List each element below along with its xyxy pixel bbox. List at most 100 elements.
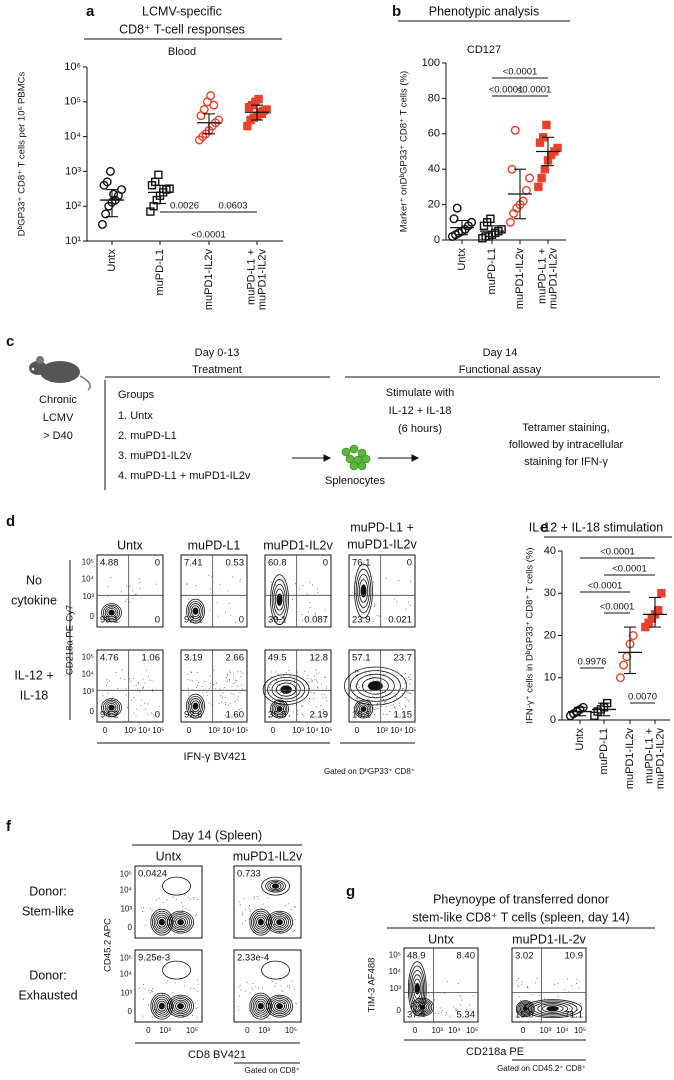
row-header: IL-12 + (14, 668, 53, 682)
event-dot (216, 602, 218, 604)
contour (192, 702, 199, 710)
column-header: Untx (156, 849, 182, 863)
event-dot (356, 698, 358, 700)
event-dot (240, 671, 242, 673)
event-dot (311, 584, 313, 586)
event-dot (209, 682, 211, 684)
event-dot (303, 715, 305, 717)
event-dot (279, 691, 281, 693)
event-dot (383, 686, 385, 688)
event-dot (378, 615, 380, 617)
event-dot (206, 692, 208, 694)
event-dot (172, 896, 174, 898)
event-dot (405, 677, 407, 679)
event-dot (393, 706, 395, 708)
event-dot (386, 714, 388, 716)
contour (189, 698, 202, 715)
event-dot (243, 898, 245, 900)
plot-frame (233, 949, 302, 1023)
event-dot (526, 985, 528, 987)
event-dot (294, 929, 296, 931)
event-dot (409, 692, 411, 694)
data-point (452, 203, 462, 213)
flow-plot (270, 574, 326, 626)
event-dot (518, 996, 520, 998)
event-dot (268, 691, 270, 693)
event-dot (358, 671, 360, 673)
event-dot (355, 672, 357, 674)
y-tick-label: 10⁵ (120, 954, 132, 963)
quadrant-value: 2.66 (226, 653, 245, 664)
event-dot (314, 612, 316, 614)
event-dot (291, 999, 293, 1001)
event-dot (369, 606, 371, 608)
event-dot (443, 992, 445, 994)
event-dot (396, 674, 398, 676)
event-dot (245, 909, 247, 911)
event-dot (132, 590, 134, 592)
contour (187, 695, 204, 717)
event-dot (373, 679, 375, 681)
event-dot (405, 608, 407, 610)
event-dot (166, 979, 168, 981)
event-dot (244, 920, 246, 922)
event-dot (144, 988, 146, 990)
event-dot (208, 574, 210, 576)
gate-value: 2.33e-4 (237, 953, 269, 964)
event-dot (149, 679, 151, 681)
event-dot (229, 703, 231, 705)
event-dot (318, 672, 320, 674)
chart-title: Phenotypic analysis (429, 4, 539, 18)
event-dot (468, 1004, 470, 1006)
x-tick-label: 10⁵ (285, 1026, 297, 1035)
event-dot (309, 602, 311, 604)
event-dot (234, 681, 236, 683)
event-dot (133, 677, 135, 679)
event-dot (202, 685, 204, 687)
panel-title: Pheynoype of transferred donor (433, 892, 609, 906)
event-dot (545, 1009, 547, 1011)
event-dot (232, 683, 234, 685)
event-dot (516, 980, 518, 982)
y-tick-label: 0 (550, 714, 556, 726)
p-value: <0.0001 (489, 85, 524, 96)
event-dot (375, 707, 377, 709)
x-tick-label: 10⁵ (152, 726, 164, 735)
event-dot (294, 988, 296, 990)
contour (414, 1000, 431, 1014)
event-dot (434, 1013, 436, 1015)
contour (349, 670, 401, 702)
event-dot (261, 907, 263, 909)
y-axis-label: CD218a PE-Cy7 (65, 605, 76, 675)
contour (357, 574, 370, 609)
event-dot (577, 1009, 579, 1011)
event-dot (405, 705, 407, 707)
event-dot (196, 979, 198, 981)
event-dot (140, 705, 142, 707)
event-dot (267, 897, 269, 899)
event-dot (117, 688, 119, 690)
y-tick-label: 0 (128, 923, 133, 932)
event-dot (518, 986, 520, 988)
event-dot (224, 715, 226, 717)
event-dot (205, 717, 207, 719)
event-dot (281, 990, 283, 992)
panel-letter: d (6, 513, 15, 530)
data-point (521, 185, 531, 195)
quadrant-value: 39.1 (268, 615, 287, 626)
x-tick-label: 0 (187, 726, 192, 735)
event-dot (313, 675, 315, 677)
y-tick-label: 10³ (389, 984, 401, 993)
event-dot (209, 609, 211, 611)
event-dot (151, 990, 153, 992)
event-dot (197, 899, 199, 901)
event-dot (290, 909, 292, 911)
contour (269, 882, 282, 891)
chart-subtitle: CD127 (467, 44, 501, 56)
groups-title: Groups (118, 389, 155, 401)
data-point (467, 217, 477, 227)
plot-frame (134, 865, 203, 939)
event-dot (324, 676, 326, 678)
x-tick-label: Untx (456, 248, 468, 271)
event-dot (226, 673, 228, 675)
